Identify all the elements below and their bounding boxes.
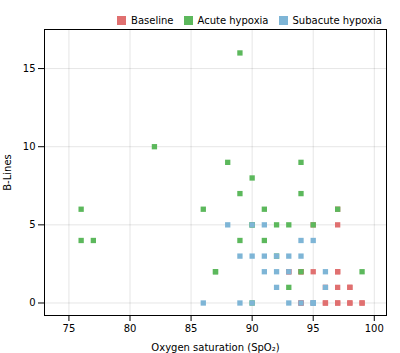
svg-text:15: 15 [23, 63, 36, 74]
svg-text:90: 90 [246, 323, 259, 334]
svg-text:0: 0 [29, 297, 35, 308]
svg-text:100: 100 [365, 323, 384, 334]
svg-text:B-Lines: B-Lines [2, 154, 13, 191]
svg-text:95: 95 [307, 323, 320, 334]
svg-text:80: 80 [124, 323, 137, 334]
svg-text:85: 85 [185, 323, 198, 334]
html-text:Acute hypoxia: Acute hypoxia [197, 15, 269, 26]
svg-text:Oxygen saturation (SpO₂): Oxygen saturation (SpO₂) [151, 342, 279, 353]
html-text:Subacute hypoxia: Subacute hypoxia [292, 15, 382, 26]
svg-text:75: 75 [63, 323, 76, 334]
html-text:Baseline: Baseline [131, 15, 174, 26]
svg-text:5: 5 [29, 219, 35, 230]
svg-text:10: 10 [23, 141, 36, 152]
